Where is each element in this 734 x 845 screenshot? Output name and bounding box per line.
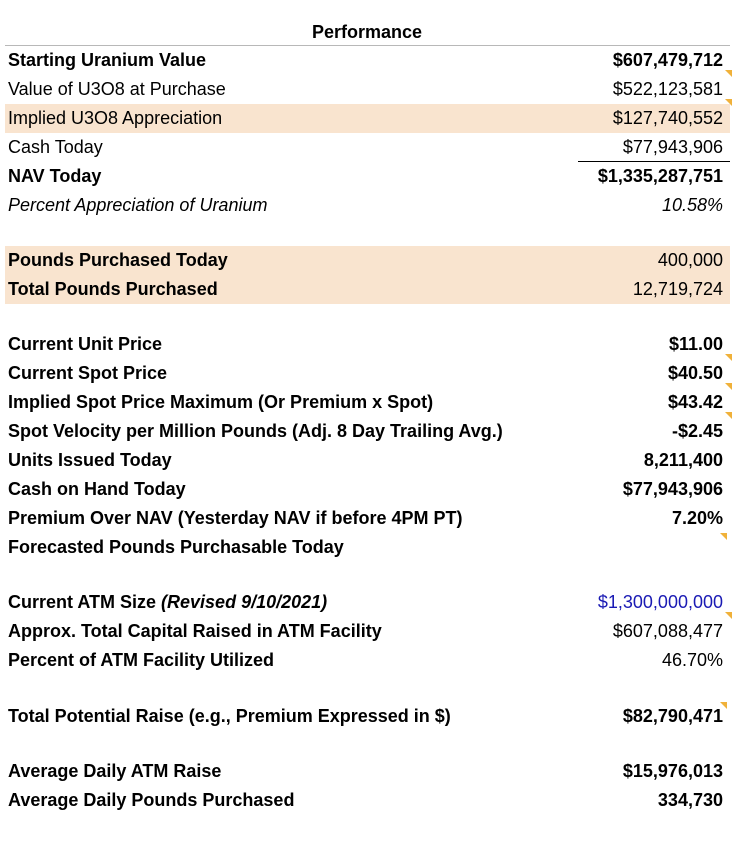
row-value: 334,730 [657,790,723,810]
comment-marker-icon[interactable] [720,533,727,540]
sum-rule [578,161,730,162]
row-label: NAV Today [8,166,102,186]
row-label: Value of U3O8 at Purchase [8,79,226,99]
row-approx-total-capital-raised[interactable]: Approx. Total Capital Raised in ATM Faci… [5,612,733,646]
row-label-text: Current ATM Size [8,592,157,612]
row-value: $82,790,471 [622,706,723,726]
row-value: 8,211,400 [643,450,723,470]
row-starting-uranium-value[interactable]: Starting Uranium Value $607,479,712 [5,46,730,75]
row-cash-today[interactable]: Cash Today $77,943,906 [5,133,730,162]
row-label-note: (Revised 9/10/2021) [161,592,328,612]
row-label: Total Potential Raise (e.g., Premium Exp… [8,706,451,726]
row-value: 10.58% [661,195,723,215]
row-label: Units Issued Today [8,450,172,470]
row-label: Total Pounds Purchased [8,279,218,299]
row-label: Pounds Purchased Today [8,250,228,270]
row-nav-today[interactable]: NAV Today $1,335,287,751 [5,162,730,191]
section-title: Performance [311,22,423,42]
row-label: Implied Spot Price Maximum (Or Premium x… [8,392,434,412]
row-average-daily-atm-raise[interactable]: Average Daily ATM Raise $15,976,013 [5,757,730,786]
row-value: 12,719,724 [632,279,723,299]
row-label: Current ATM Size (Revised 9/10/2021) [5,592,327,613]
row-value: $43.42 [668,383,733,413]
row-current-spot-price[interactable]: Current Spot Price $40.50 [5,354,733,388]
row-premium-over-nav[interactable]: Premium Over NAV (Yesterday NAV if befor… [5,504,730,533]
row-label: Cash on Hand Today [8,479,186,499]
row-value: $607,479,712 [612,50,723,70]
row-value: $127,740,552 [613,99,733,129]
row-value: $77,943,906 [622,137,723,157]
row-label: Premium Over NAV (Yesterday NAV if befor… [8,508,463,528]
row-current-atm-size[interactable]: Current ATM Size (Revised 9/10/2021) $1,… [5,588,730,617]
row-value: 46.70% [661,650,723,670]
row-label: Percent of ATM Facility Utilized [8,650,275,670]
row-average-daily-pounds-purchased[interactable]: Average Daily Pounds Purchased 334,730 [5,786,730,815]
comment-marker-icon[interactable] [720,702,727,709]
row-label: Average Daily Pounds Purchased [8,790,295,810]
row-forecasted-pounds-purchasable[interactable]: Forecasted Pounds Purchasable Today [5,533,730,562]
row-total-potential-raise[interactable]: Total Potential Raise (e.g., Premium Exp… [5,702,730,731]
row-pounds-purchased-today[interactable]: Pounds Purchased Today 400,000 [5,246,730,275]
row-value: $15,976,013 [622,761,723,781]
row-label: Approx. Total Capital Raised in ATM Faci… [8,621,382,641]
row-implied-u3o8-appreciation[interactable]: Implied U3O8 Appreciation $127,740,552 [5,99,733,133]
row-value: 400,000 [657,250,723,270]
row-value: $1,335,287,751 [597,166,723,186]
row-units-issued-today[interactable]: Units Issued Today 8,211,400 [5,446,730,475]
title-divider [5,45,730,46]
row-value: 7.20% [671,508,723,528]
row-total-pounds-purchased[interactable]: Total Pounds Purchased 12,719,724 [5,275,730,304]
row-label: Spot Velocity per Million Pounds (Adj. 8… [8,421,503,441]
row-value-of-u3o8-at-purchase[interactable]: Value of U3O8 at Purchase $522,123,581 [5,70,733,104]
row-spot-velocity[interactable]: Spot Velocity per Million Pounds (Adj. 8… [5,412,733,446]
row-value: -$2.45 [672,412,733,442]
row-label: Starting Uranium Value [8,50,207,70]
row-current-unit-price[interactable]: Current Unit Price $11.00 [5,330,730,359]
row-implied-spot-price-maximum[interactable]: Implied Spot Price Maximum (Or Premium x… [5,383,733,417]
row-label: Percent Appreciation of Uranium [8,195,268,215]
row-label: Current Unit Price [8,334,163,354]
row-percent-of-atm-facility-utilized[interactable]: Percent of ATM Facility Utilized 46.70% [5,646,730,675]
row-value: $40.50 [668,354,733,384]
row-value: $1,300,000,000 [597,592,723,612]
row-label: Implied U3O8 Appreciation [8,108,223,128]
row-value: $77,943,906 [622,479,723,499]
row-label: Cash Today [8,137,103,157]
row-percent-appreciation-of-uranium[interactable]: Percent Appreciation of Uranium 10.58% [5,191,730,220]
row-value: $11.00 [668,334,723,354]
row-label: Forecasted Pounds Purchasable Today [8,537,344,557]
row-label: Current Spot Price [8,363,168,383]
row-label: Average Daily ATM Raise [8,761,222,781]
row-value: $522,123,581 [613,70,733,100]
row-value: $607,088,477 [613,612,733,642]
row-cash-on-hand-today[interactable]: Cash on Hand Today $77,943,906 [5,475,730,504]
